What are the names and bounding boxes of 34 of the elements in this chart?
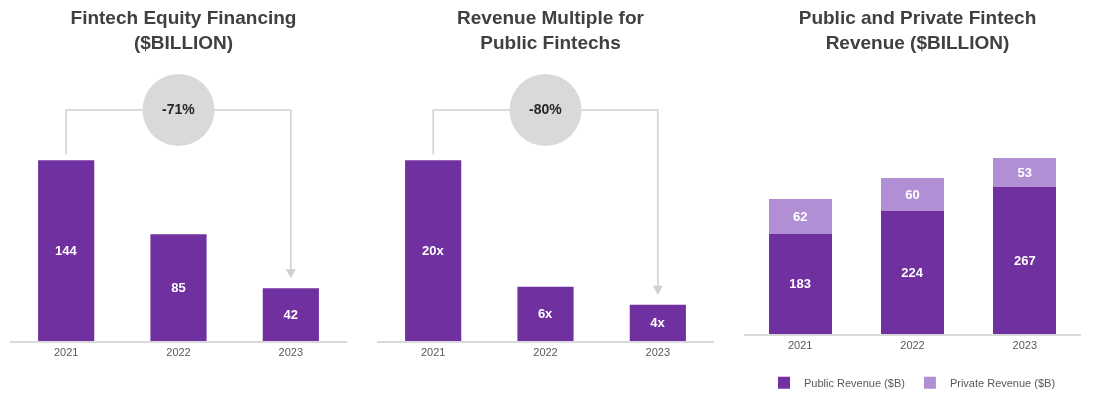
data-label: 20x bbox=[421, 243, 445, 259]
bar bbox=[881, 211, 944, 334]
data-label: 144 bbox=[54, 243, 78, 259]
data-label: 267 bbox=[1013, 253, 1036, 269]
data-label: 62 bbox=[792, 209, 808, 225]
x-tick-label: 2021 bbox=[53, 345, 79, 358]
bar bbox=[768, 199, 832, 234]
text: -80% bbox=[529, 101, 563, 117]
data-label: 224 bbox=[901, 265, 924, 281]
bar bbox=[881, 178, 944, 212]
x-tick-label: 2022 bbox=[900, 338, 925, 351]
bar bbox=[993, 158, 1057, 188]
chart-title: Public and Private Fintech Revenue ($BILLION) bbox=[798, 7, 1037, 54]
x-tick-label: 2022 bbox=[533, 345, 558, 358]
x-tick-label: 2023 bbox=[278, 345, 304, 358]
data-label: 60 bbox=[905, 187, 920, 203]
data-label: 85 bbox=[171, 280, 186, 296]
data-label: 4x bbox=[650, 315, 666, 331]
x-tick-label: 2021 bbox=[787, 338, 813, 351]
text: -71% bbox=[162, 101, 196, 117]
legend-label: Public Revenue ($B) bbox=[804, 376, 905, 389]
data-label: 53 bbox=[1017, 165, 1033, 181]
data-label: 42 bbox=[283, 307, 299, 323]
x-tick-label: 2021 bbox=[420, 345, 446, 358]
data-label: 183 bbox=[789, 276, 812, 292]
bar bbox=[993, 187, 1057, 334]
chart-title: Revenue Multiple for Public Fintechs bbox=[457, 7, 645, 54]
legend-label: Private Revenue ($B) bbox=[949, 376, 1056, 389]
x-tick-label: 2023 bbox=[645, 345, 671, 358]
x-tick-label: 2023 bbox=[1012, 338, 1038, 351]
x-tick-label: 2022 bbox=[166, 345, 191, 358]
chart-title: Fintech Equity Financing ($BILLION) bbox=[70, 7, 297, 54]
bar bbox=[768, 233, 832, 334]
data-label: 6x bbox=[537, 306, 554, 322]
